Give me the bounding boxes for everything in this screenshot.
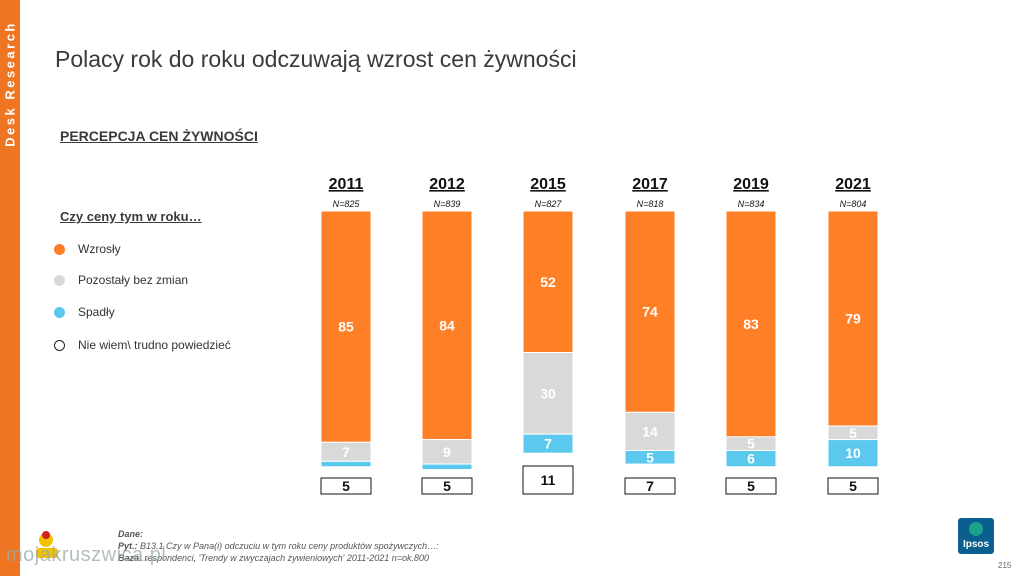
bar-segment bbox=[320, 210, 372, 443]
bar-segment bbox=[624, 210, 676, 413]
year-label: 2017 bbox=[632, 176, 668, 193]
legend-label: Spadły bbox=[78, 305, 115, 319]
data-label: 5 bbox=[443, 478, 451, 494]
data-label: 11 bbox=[541, 472, 556, 488]
data-label: 52 bbox=[540, 274, 556, 290]
data-label: 9 bbox=[443, 444, 451, 460]
legend-item-decreased: Spadły bbox=[54, 305, 115, 319]
bar-segment bbox=[320, 460, 372, 468]
ipsos-logo: Ipsos bbox=[958, 518, 994, 554]
data-label: 5 bbox=[747, 436, 755, 452]
legend-dot-orange-icon bbox=[54, 243, 65, 255]
data-label: 5 bbox=[747, 478, 755, 494]
data-label: 5 bbox=[849, 425, 857, 441]
footer-data-label: Dane: bbox=[118, 529, 144, 539]
legend-item-increased: Wzrosły bbox=[54, 242, 121, 256]
data-label: 10 bbox=[845, 445, 861, 461]
year-label: 2021 bbox=[835, 176, 871, 193]
bar-segment bbox=[827, 477, 879, 495]
bar-segment bbox=[725, 449, 777, 468]
data-label: 6 bbox=[747, 451, 755, 467]
chart-subtitle: PERCEPCJA CEN ŻYWNOŚCI bbox=[60, 128, 258, 144]
data-label: 7 bbox=[646, 478, 654, 494]
bar-segment bbox=[624, 411, 676, 451]
data-label: 83 bbox=[743, 316, 759, 332]
legend-title: Czy ceny tym w roku… bbox=[60, 209, 202, 224]
data-label: 85 bbox=[338, 319, 354, 335]
bar-segment bbox=[522, 465, 574, 495]
bar-segment bbox=[522, 433, 574, 454]
bar-segment bbox=[725, 210, 777, 438]
data-label: 14 bbox=[642, 423, 658, 439]
bar-segment bbox=[624, 477, 676, 495]
footer-base-label: Baza: bbox=[118, 553, 143, 563]
year-label: 2015 bbox=[530, 176, 566, 193]
legend-dot-white-icon bbox=[54, 339, 65, 351]
data-label: 7 bbox=[342, 444, 350, 460]
year-label: 2019 bbox=[733, 176, 769, 193]
bar-segment bbox=[522, 210, 574, 353]
data-label: 84 bbox=[439, 317, 455, 333]
logo-text: Ipsos bbox=[962, 539, 990, 550]
footer-notes: Dane: Pyt.: B13.1 Czy w Pana(i) odczuciu… bbox=[118, 528, 439, 564]
page-title: Polacy rok do roku odczuwają wzrost cen … bbox=[55, 46, 577, 72]
data-label: 5 bbox=[342, 478, 350, 494]
legend-item-dont-know: Nie wiem\ trudno powiedzieć bbox=[54, 338, 231, 352]
data-label: 30 bbox=[540, 385, 556, 401]
sample-size-label: N=834 bbox=[738, 199, 765, 209]
side-bar: Desk Research bbox=[0, 0, 20, 576]
legend-dot-gray-icon bbox=[54, 274, 65, 286]
bar-segment bbox=[624, 449, 676, 465]
bar-segment bbox=[421, 210, 473, 441]
footer-base-text: respondenci, 'Trendy w zwyczajach żywien… bbox=[144, 553, 430, 563]
sample-size-label: N=818 bbox=[637, 199, 664, 209]
data-label: 5 bbox=[849, 478, 857, 494]
legend-label: Wzrosły bbox=[78, 242, 121, 256]
bar-segment bbox=[522, 352, 574, 435]
year-label: 2011 bbox=[329, 176, 364, 193]
bar-segment bbox=[421, 477, 473, 495]
bar-segment bbox=[421, 439, 473, 465]
page-number: 215 bbox=[998, 561, 1012, 570]
bar-segment bbox=[725, 477, 777, 495]
sample-size-label: N=804 bbox=[840, 199, 867, 209]
footer-question-label: Pyt.: bbox=[118, 541, 138, 551]
data-label: 5 bbox=[646, 449, 654, 465]
year-label: 2012 bbox=[429, 176, 465, 193]
sample-size-label: N=827 bbox=[535, 199, 563, 209]
data-label: 74 bbox=[642, 304, 658, 320]
legend-label: Pozostały bez zmian bbox=[78, 273, 189, 287]
footer-question-text: B13.1 Czy w Pana(i) odczuciu w tym roku … bbox=[140, 541, 439, 551]
bar-segment bbox=[320, 477, 372, 495]
bar-segment bbox=[827, 439, 879, 468]
data-label: 79 bbox=[845, 310, 861, 326]
data-label: 7 bbox=[544, 436, 552, 452]
sample-size-label: N=825 bbox=[333, 199, 361, 209]
sample-size-label: N=839 bbox=[434, 199, 461, 209]
watermark: mojakruszwica.pl bbox=[6, 544, 167, 566]
legend-dot-blue-icon bbox=[54, 306, 65, 318]
legend-item-unchanged: Pozostały bez zmian bbox=[54, 273, 188, 287]
bar-segment bbox=[421, 463, 473, 471]
ladybug-mascot-icon bbox=[36, 531, 58, 558]
legend-label: Nie wiem\ trudno powiedzieć bbox=[78, 338, 231, 352]
logo-circle-icon bbox=[969, 522, 983, 536]
